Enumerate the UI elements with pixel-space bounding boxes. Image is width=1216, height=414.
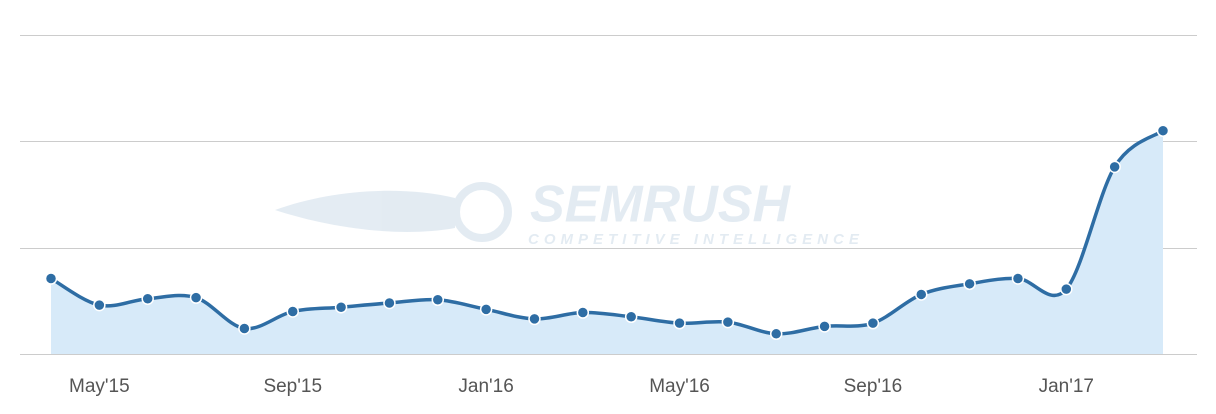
point xyxy=(286,305,299,318)
x-tick-label: May'16 xyxy=(649,376,710,397)
watermark-logo-ring xyxy=(452,182,512,242)
grid xyxy=(20,35,1197,355)
point xyxy=(141,292,154,305)
point xyxy=(431,293,445,307)
x-tick-label: Jan'17 xyxy=(1039,376,1094,397)
x-tick-label: May'15 xyxy=(69,376,130,397)
watermark-subtitle: COMPETITIVE INTELLIGENCE xyxy=(528,231,864,248)
point xyxy=(721,315,735,329)
x-tick-label: Sep'15 xyxy=(263,376,322,397)
point xyxy=(334,300,348,314)
area xyxy=(51,130,1163,354)
point xyxy=(479,303,493,316)
point xyxy=(1060,282,1073,296)
point xyxy=(963,277,976,291)
watermark: SEMRUSH COMPETITIVE INTELLIGENCE xyxy=(275,176,864,248)
point xyxy=(528,312,541,326)
point xyxy=(624,310,638,324)
point xyxy=(44,272,58,285)
point xyxy=(1156,124,1170,137)
point xyxy=(238,322,251,335)
point xyxy=(769,327,783,341)
point xyxy=(866,316,880,330)
point xyxy=(915,288,928,301)
point xyxy=(576,306,590,319)
point xyxy=(383,296,396,310)
x-tick-label: Sep'16 xyxy=(844,376,903,397)
point xyxy=(1011,272,1025,285)
point xyxy=(189,291,203,304)
watermark-title: SEMRUSH xyxy=(530,176,791,234)
x-tick-label: Jan'16 xyxy=(458,376,513,397)
watermark-logo xyxy=(275,190,455,232)
point xyxy=(93,298,106,312)
point xyxy=(673,316,686,330)
point xyxy=(818,320,831,333)
point xyxy=(1108,160,1121,174)
